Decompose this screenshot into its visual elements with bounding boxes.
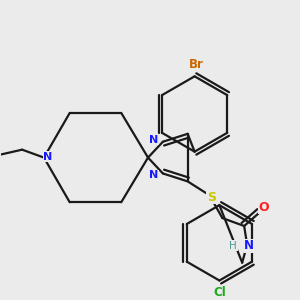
Text: H: H	[230, 241, 237, 251]
Text: N: N	[43, 152, 52, 162]
Text: N: N	[149, 170, 159, 180]
Text: N: N	[244, 239, 254, 252]
Text: S: S	[207, 191, 216, 204]
Text: O: O	[259, 201, 269, 214]
Text: Cl: Cl	[213, 286, 226, 299]
Text: N: N	[149, 135, 159, 145]
Text: Br: Br	[189, 58, 204, 71]
